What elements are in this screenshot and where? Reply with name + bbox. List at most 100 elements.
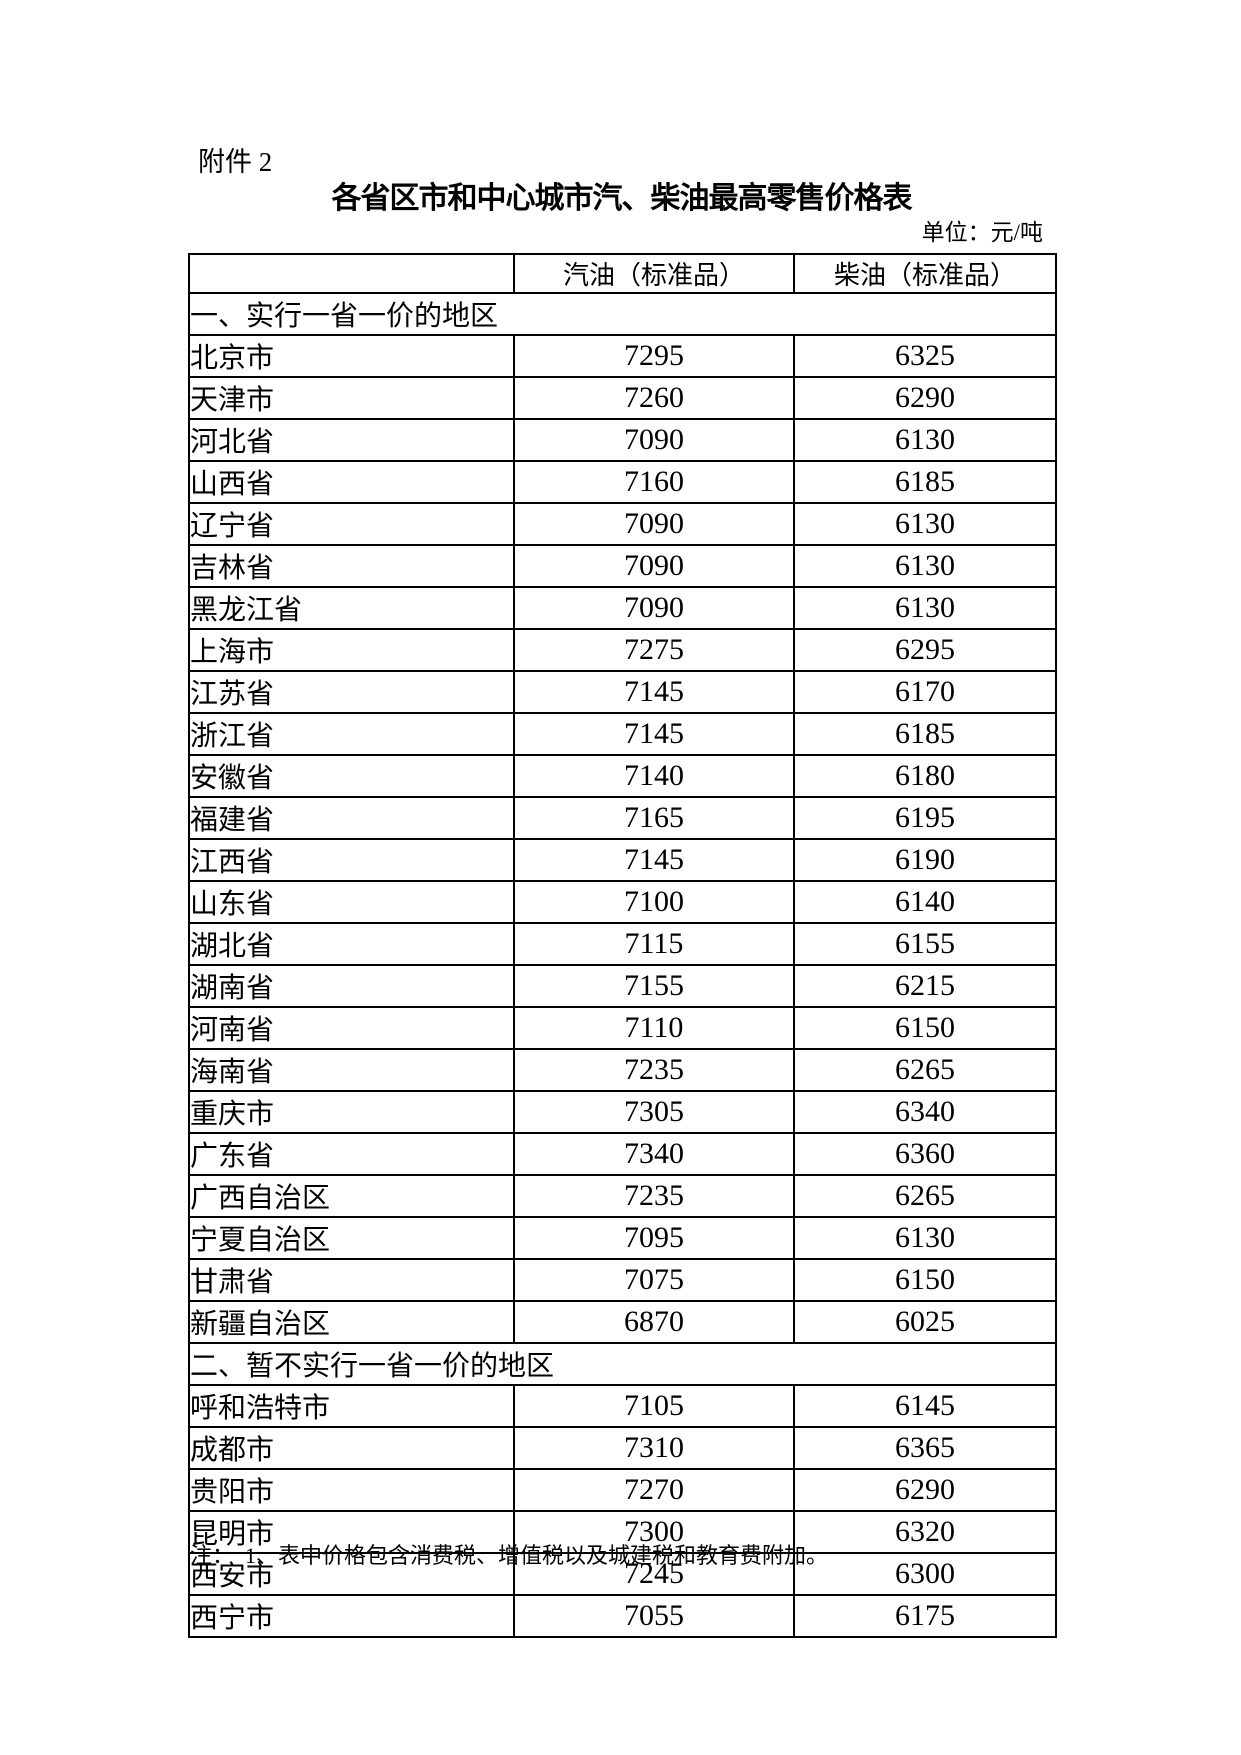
diesel-price-cell: 6150 bbox=[793, 1258, 1057, 1302]
table-row: 湖南省 7155 6215 bbox=[188, 964, 1057, 1008]
gasoline-price-cell: 7145 bbox=[513, 670, 795, 714]
price-table: 汽油（标准品） 柴油（标准品） 一、实行一省一价的地区 北京市 7295 6325 天津… bbox=[188, 253, 1057, 1638]
gasoline-price-cell: 7115 bbox=[513, 922, 795, 966]
diesel-price-cell: 6170 bbox=[793, 670, 1057, 714]
diesel-price-cell: 6195 bbox=[793, 796, 1057, 840]
table-row: 贵阳市 7270 6290 bbox=[188, 1468, 1057, 1512]
diesel-price-cell: 6130 bbox=[793, 586, 1057, 630]
gasoline-price-cell: 7260 bbox=[513, 376, 795, 420]
region-cell: 福建省 bbox=[188, 796, 515, 840]
gasoline-price-cell: 7235 bbox=[513, 1048, 795, 1092]
gasoline-price-cell: 7090 bbox=[513, 502, 795, 546]
region-cell: 广西自治区 bbox=[188, 1174, 515, 1218]
gasoline-price-cell: 7145 bbox=[513, 712, 795, 756]
table-row: 广东省 7340 6360 bbox=[188, 1132, 1057, 1176]
diesel-price-cell: 6150 bbox=[793, 1006, 1057, 1050]
region-cell: 湖南省 bbox=[188, 964, 515, 1008]
diesel-price-cell: 6215 bbox=[793, 964, 1057, 1008]
diesel-price-cell: 6130 bbox=[793, 544, 1057, 588]
section-header: 一、实行一省一价的地区 bbox=[188, 292, 1057, 336]
page-title: 各省区市和中心城市汽、柴油最高零售价格表 bbox=[331, 182, 913, 215]
diesel-price-cell: 6265 bbox=[793, 1174, 1057, 1218]
region-cell: 上海市 bbox=[188, 628, 515, 672]
region-cell: 江苏省 bbox=[188, 670, 515, 714]
gasoline-price-cell: 7295 bbox=[513, 334, 795, 378]
gasoline-price-cell: 7300 bbox=[513, 1510, 795, 1554]
gasoline-price-cell: 7095 bbox=[513, 1216, 795, 1260]
gasoline-price-cell: 7245 bbox=[513, 1552, 795, 1596]
region-cell: 吉林省 bbox=[188, 544, 515, 588]
table-row: 西安市 7245 6300 bbox=[188, 1552, 1057, 1596]
table-row: 江西省 7145 6190 bbox=[188, 838, 1057, 882]
table-row: 河北省 7090 6130 bbox=[188, 418, 1057, 462]
gasoline-price-cell: 7235 bbox=[513, 1174, 795, 1218]
table-row: 吉林省 7090 6130 bbox=[188, 544, 1057, 588]
diesel-price-cell: 6130 bbox=[793, 502, 1057, 546]
region-cell: 贵阳市 bbox=[188, 1468, 515, 1512]
table-row: 呼和浩特市 7105 6145 bbox=[188, 1384, 1057, 1428]
table-row: 天津市 7260 6290 bbox=[188, 376, 1057, 420]
table-row: 浙江省 7145 6185 bbox=[188, 712, 1057, 756]
region-cell: 呼和浩特市 bbox=[188, 1384, 515, 1428]
table-row: 宁夏自治区 7095 6130 bbox=[188, 1216, 1057, 1260]
footnote: 注： 1、表中价格包含消费税、增值税以及城建税和教育费附加。 bbox=[190, 1543, 829, 1568]
gasoline-price-cell: 7340 bbox=[513, 1132, 795, 1176]
table-row: 西宁市 7055 6175 bbox=[188, 1594, 1057, 1638]
gasoline-price-cell: 7165 bbox=[513, 796, 795, 840]
section-header: 二、暂不实行一省一价的地区 bbox=[188, 1342, 1057, 1386]
table-row: 成都市 7310 6365 bbox=[188, 1426, 1057, 1470]
gasoline-price-cell: 7090 bbox=[513, 586, 795, 630]
diesel-price-cell: 6295 bbox=[793, 628, 1057, 672]
diesel-price-cell: 6265 bbox=[793, 1048, 1057, 1092]
diesel-price-cell: 6320 bbox=[793, 1510, 1057, 1554]
table-row: 湖北省 7115 6155 bbox=[188, 922, 1057, 966]
price-table-body: 一、实行一省一价的地区 北京市 7295 6325 天津市 7260 6290 河北省 7090… bbox=[188, 292, 1057, 1638]
diesel-price-cell: 6130 bbox=[793, 418, 1057, 462]
gasoline-price-cell: 7090 bbox=[513, 418, 795, 462]
region-cell: 黑龙江省 bbox=[188, 586, 515, 630]
gasoline-price-cell: 7090 bbox=[513, 544, 795, 588]
header-row: 汽油（标准品） 柴油（标准品） bbox=[188, 253, 1057, 294]
region-cell: 江西省 bbox=[188, 838, 515, 882]
diesel-price-cell: 6155 bbox=[793, 922, 1057, 966]
diesel-price-cell: 6130 bbox=[793, 1216, 1057, 1260]
region-cell: 宁夏自治区 bbox=[188, 1216, 515, 1260]
section-header-row: 一、实行一省一价的地区 bbox=[188, 292, 1057, 336]
diesel-price-cell: 6290 bbox=[793, 1468, 1057, 1512]
region-cell: 安徽省 bbox=[188, 754, 515, 798]
diesel-price-cell: 6325 bbox=[793, 334, 1057, 378]
table-row: 上海市 7275 6295 bbox=[188, 628, 1057, 672]
table-row: 山东省 7100 6140 bbox=[188, 880, 1057, 924]
table-row: 昆明市 7300 6320 bbox=[188, 1510, 1057, 1554]
region-cell: 重庆市 bbox=[188, 1090, 515, 1134]
table-row: 重庆市 7305 6340 bbox=[188, 1090, 1057, 1134]
gasoline-price-cell: 7310 bbox=[513, 1426, 795, 1470]
region-cell: 山西省 bbox=[188, 460, 515, 504]
region-cell: 新疆自治区 bbox=[188, 1300, 515, 1344]
diesel-price-cell: 6175 bbox=[793, 1594, 1057, 1638]
gasoline-price-cell: 7270 bbox=[513, 1468, 795, 1512]
table-row: 辽宁省 7090 6130 bbox=[188, 502, 1057, 546]
region-cell: 甘肃省 bbox=[188, 1258, 515, 1302]
price-table-header: 汽油（标准品） 柴油（标准品） bbox=[188, 253, 1057, 294]
gasoline-price-cell: 7105 bbox=[513, 1384, 795, 1428]
gasoline-price-cell: 7155 bbox=[513, 964, 795, 1008]
column-header-region bbox=[188, 253, 515, 294]
region-cell: 湖北省 bbox=[188, 922, 515, 966]
table-row: 河南省 7110 6150 bbox=[188, 1006, 1057, 1050]
gasoline-price-cell: 7140 bbox=[513, 754, 795, 798]
table-row: 江苏省 7145 6170 bbox=[188, 670, 1057, 714]
region-cell: 昆明市 bbox=[188, 1510, 515, 1554]
gasoline-price-cell: 7055 bbox=[513, 1594, 795, 1638]
table-row: 山西省 7160 6185 bbox=[188, 460, 1057, 504]
table-row: 甘肃省 7075 6150 bbox=[188, 1258, 1057, 1302]
region-cell: 西安市 bbox=[188, 1552, 515, 1596]
region-cell: 西宁市 bbox=[188, 1594, 515, 1638]
diesel-price-cell: 6145 bbox=[793, 1384, 1057, 1428]
region-cell: 辽宁省 bbox=[188, 502, 515, 546]
region-cell: 天津市 bbox=[188, 376, 515, 420]
gasoline-price-cell: 7160 bbox=[513, 460, 795, 504]
table-row: 新疆自治区 6870 6025 bbox=[188, 1300, 1057, 1344]
column-header-gasoline: 汽油（标准品） bbox=[513, 253, 795, 294]
